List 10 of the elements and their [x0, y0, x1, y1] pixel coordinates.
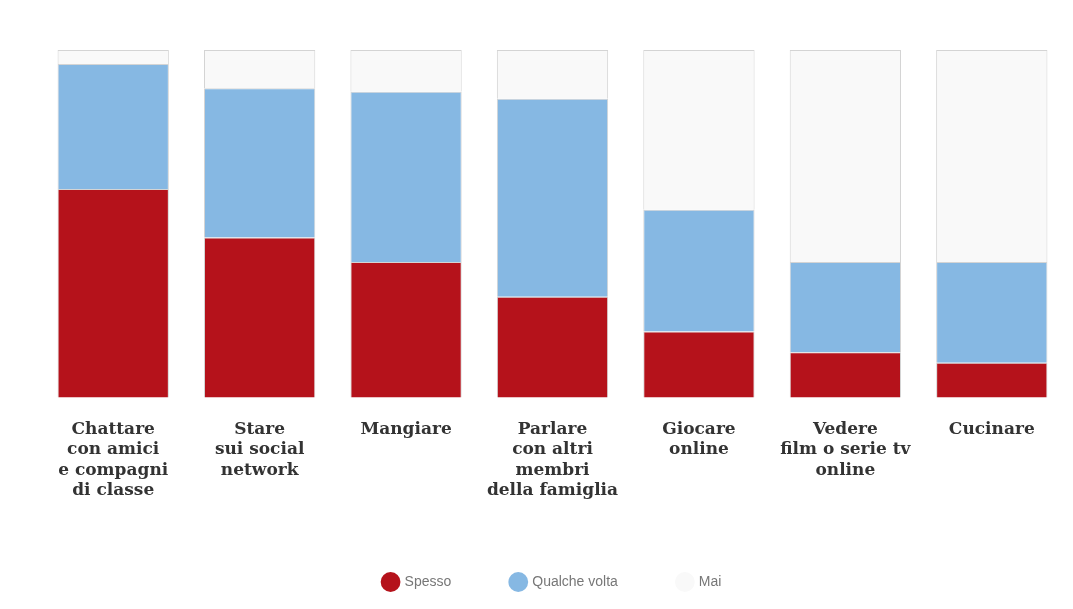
- x-tick-label: Vedere film o serie tv online: [780, 418, 912, 479]
- legend-label: Spesso: [404, 572, 452, 589]
- x-tick-label: Giocare online: [662, 418, 736, 459]
- x-tick-label: Parlare con altri membri della famiglia: [486, 418, 619, 500]
- legend-label: Qualche volta: [532, 572, 619, 589]
- x-tick-label: Mangiare: [360, 418, 452, 439]
- x-tick-label: Chattare con amici e compagni di classe: [58, 418, 169, 500]
- x-tick-label: Stare sui social network: [214, 418, 305, 479]
- x-tick-label: Cucinare: [948, 418, 1035, 439]
- legend-label: Mai: [698, 572, 722, 589]
